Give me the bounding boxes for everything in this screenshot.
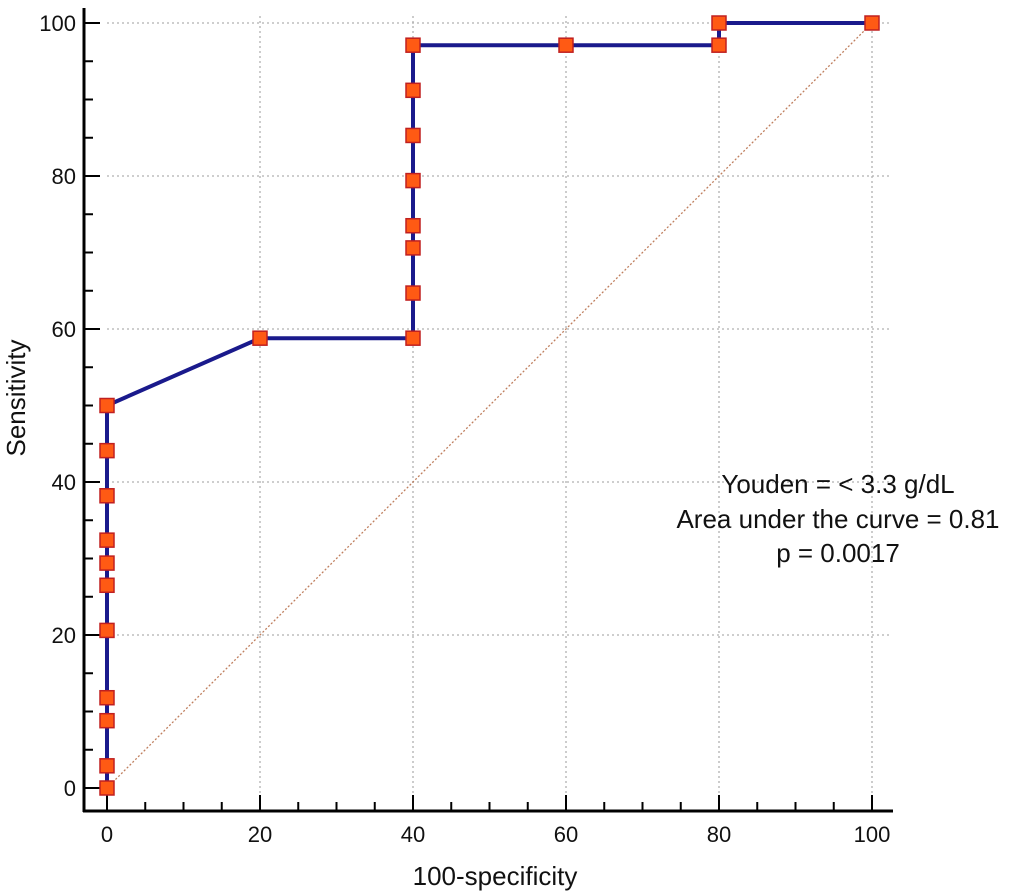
roc-point-22 [711, 15, 727, 31]
gridlines [107, 13, 890, 798]
roc-curve-line [105, 21, 872, 788]
roc-point-6 [99, 555, 115, 571]
roc-point-23 [864, 15, 880, 31]
x-tick-label-100: 100 [854, 822, 891, 847]
auc-annotation: Area under the curve = 0.81 [676, 504, 999, 534]
x-tick-labels: 0 20 40 60 80 100 [101, 822, 890, 847]
y-tick-label-40: 40 [52, 470, 76, 495]
roc-point-14 [405, 240, 421, 256]
roc-point-20 [558, 37, 574, 53]
p-value-annotation: p = 0.0017 [776, 538, 900, 568]
roc-point-18 [405, 82, 421, 99]
youden-annotation: Youden = < 3.3 g/dL [721, 469, 954, 499]
roc-point-17 [405, 127, 421, 144]
roc-point-16 [405, 172, 421, 189]
x-tick-label-20: 20 [248, 822, 272, 847]
roc-point-4 [99, 622, 115, 639]
x-tick-label-0: 0 [101, 822, 113, 847]
x-tick-label-80: 80 [707, 822, 731, 847]
roc-point-0 [99, 780, 115, 796]
y-tick-label-100: 100 [39, 11, 76, 36]
y-tick-label-0: 0 [64, 776, 76, 801]
roc-point-2 [99, 712, 115, 729]
roc-point-5 [99, 577, 115, 594]
x-tick-label-60: 60 [554, 822, 578, 847]
tick-marks [84, 22, 873, 811]
roc-point-7 [99, 532, 115, 548]
y-tick-label-80: 80 [52, 164, 76, 189]
y-axis-label: Sensitivity [1, 339, 31, 456]
roc-point-15 [405, 217, 421, 234]
roc-point-13 [405, 285, 421, 301]
x-axis-label: 100-specificity [413, 861, 578, 891]
reference-diagonal-line [106, 22, 873, 789]
roc-point-10 [99, 397, 115, 414]
y-tick-labels: 0 20 40 60 80 100 [39, 11, 76, 801]
roc-curve-markers [99, 15, 880, 796]
roc-point-19 [405, 37, 421, 53]
roc-point-1 [99, 758, 115, 774]
y-tick-label-20: 20 [52, 623, 76, 648]
roc-point-21 [711, 37, 727, 53]
roc-point-12 [405, 330, 421, 346]
roc-point-9 [99, 442, 115, 459]
y-tick-label-60: 60 [52, 317, 76, 342]
x-tick-label-40: 40 [401, 822, 425, 847]
roc-point-8 [99, 488, 115, 504]
roc-point-11 [252, 330, 268, 346]
roc-point-3 [99, 689, 115, 706]
